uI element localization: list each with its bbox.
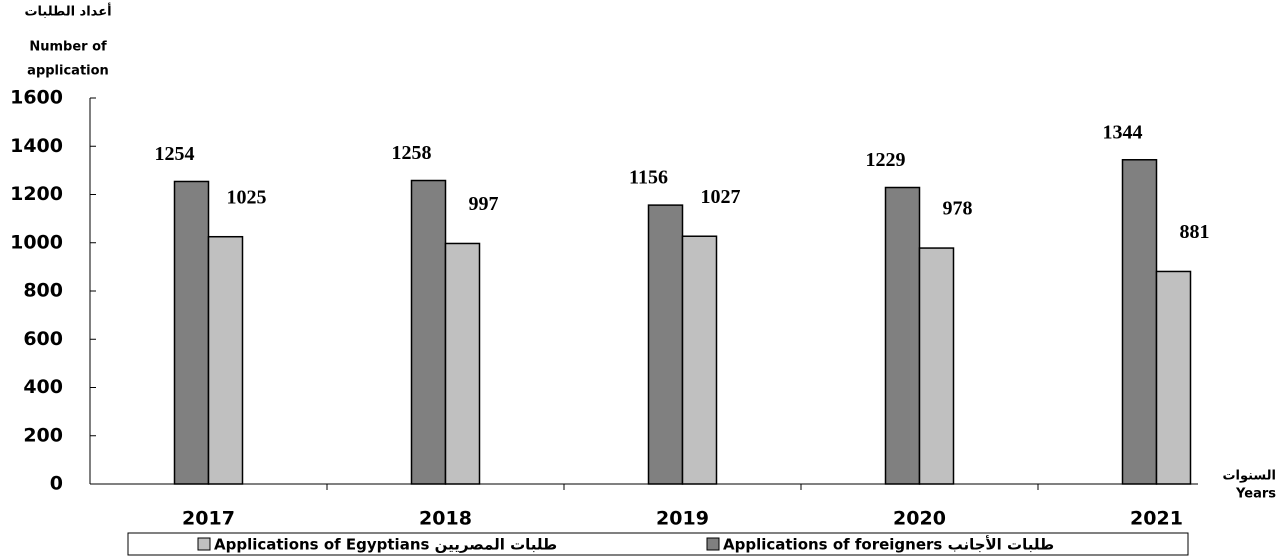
data-label: 1156 <box>629 167 668 189</box>
data-label: 1027 <box>701 186 741 208</box>
legend-swatch <box>197 537 211 551</box>
y-tick-label: 1600 <box>10 87 63 109</box>
bar <box>1121 159 1158 485</box>
bar <box>681 235 718 485</box>
bar <box>207 235 244 485</box>
y-axis-label: أعداد الطلبات <box>24 3 111 20</box>
legend-label: Applications of foreigners طلبات الأجانب <box>723 536 1054 554</box>
data-label: 1344 <box>1103 121 1143 143</box>
y-tick-label: 1400 <box>10 135 63 157</box>
bar <box>444 242 481 485</box>
x-axis-label: السنوات <box>1222 469 1276 484</box>
y-tick-label: 1200 <box>10 183 63 205</box>
legend-box <box>127 532 1189 556</box>
y-tick-label: 600 <box>23 328 63 350</box>
x-tick-label: 2019 <box>656 508 709 530</box>
bar <box>647 204 684 485</box>
x-tick-label: 2021 <box>1130 508 1183 530</box>
y-tick-label: 0 <box>50 473 63 495</box>
legend-swatch <box>706 537 720 551</box>
data-label: 1025 <box>227 186 267 208</box>
data-label: 978 <box>943 198 973 220</box>
y-tick-label: 400 <box>23 376 63 398</box>
data-label: 1254 <box>155 143 195 165</box>
x-tick-label: 2018 <box>419 508 472 530</box>
bar <box>884 186 921 485</box>
bar <box>173 180 210 485</box>
bar <box>918 247 955 485</box>
y-tick-label: 1000 <box>10 231 63 253</box>
data-label: 997 <box>469 193 499 215</box>
bar <box>410 179 447 485</box>
data-label: 1258 <box>392 142 432 164</box>
bar <box>1155 270 1192 485</box>
data-label: 881 <box>1180 221 1210 243</box>
legend-label: Applications of Egyptians طلبات المصريين <box>214 536 557 554</box>
x-tick-label: 2017 <box>182 508 235 530</box>
y-tick-label: 200 <box>23 424 63 446</box>
x-tick-label: 2020 <box>893 508 946 530</box>
y-axis-label: application <box>27 64 109 79</box>
y-tick-label: 800 <box>23 280 63 302</box>
data-label: 1229 <box>866 149 906 171</box>
x-axis-label: Years <box>1235 487 1276 502</box>
y-axis-label: Number of <box>29 40 107 55</box>
